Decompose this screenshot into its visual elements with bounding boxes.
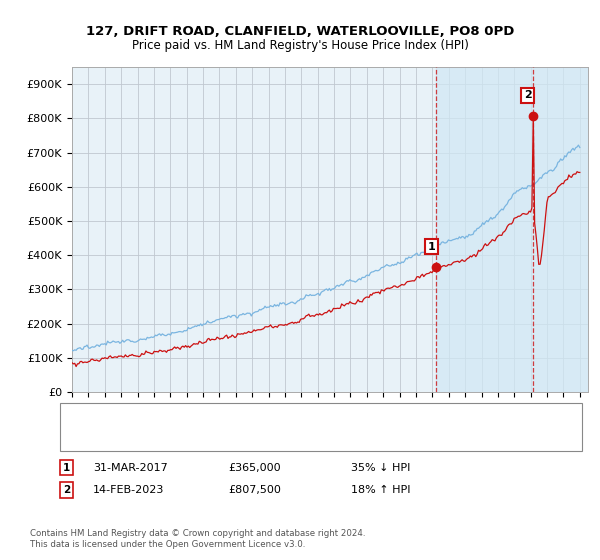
Text: 2: 2: [63, 485, 70, 495]
Text: 18% ↑ HPI: 18% ↑ HPI: [351, 485, 410, 495]
Text: 2: 2: [524, 90, 532, 100]
Text: 127, DRIFT ROAD, CLANFIELD, WATERLOOVILLE, PO8 0PD: 127, DRIFT ROAD, CLANFIELD, WATERLOOVILL…: [86, 25, 514, 38]
Bar: [436, 67, 588, 392]
Text: 31-MAR-2017: 31-MAR-2017: [93, 463, 168, 473]
Text: Price paid vs. HM Land Registry's House Price Index (HPI): Price paid vs. HM Land Registry's House …: [131, 39, 469, 52]
Text: Contains HM Land Registry data © Crown copyright and database right 2024.
This d: Contains HM Land Registry data © Crown c…: [30, 529, 365, 549]
Text: ——: ——: [69, 432, 94, 445]
Text: £807,500: £807,500: [228, 485, 281, 495]
Text: 127, DRIFT ROAD, CLANFIELD, WATERLOOVILLE, PO8 0PD (detached house): 127, DRIFT ROAD, CLANFIELD, WATERLOOVILL…: [96, 412, 467, 422]
Text: 14-FEB-2023: 14-FEB-2023: [93, 485, 164, 495]
Text: 1: 1: [63, 463, 70, 473]
Text: HPI: Average price, detached house, East Hampshire: HPI: Average price, detached house, East…: [96, 434, 354, 444]
Text: ——: ——: [69, 410, 94, 423]
Text: £365,000: £365,000: [228, 463, 281, 473]
Text: 1: 1: [428, 242, 436, 251]
Text: 35% ↓ HPI: 35% ↓ HPI: [351, 463, 410, 473]
